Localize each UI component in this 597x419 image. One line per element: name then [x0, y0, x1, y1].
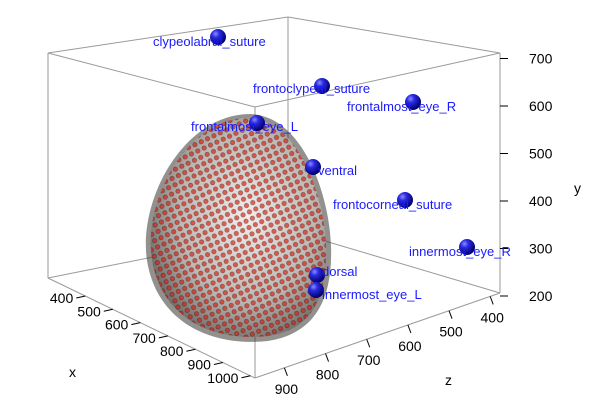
box-edge [287, 16, 501, 54]
landmark-label: clypeolabral_suture [153, 34, 266, 49]
landmark: dorsal [309, 264, 358, 283]
landmark-label: ventral [318, 163, 357, 178]
landmark: frontalmost_eye_L [191, 115, 298, 134]
y-tick-label: 700 [529, 51, 553, 67]
z-axis-title: z [445, 372, 452, 388]
z-tick [489, 296, 494, 305]
box-edge [47, 52, 256, 108]
landmark-label: dorsal [322, 264, 358, 279]
z-tick-label: 600 [398, 338, 422, 354]
x-axis-title: x [69, 364, 76, 380]
x-tick [103, 308, 113, 312]
x-tick-label: 900 [188, 357, 212, 373]
landmark-point [308, 282, 324, 298]
landmark: frontalmost_eye_R [347, 94, 456, 114]
box-edge [254, 52, 501, 108]
x-tick-label: 500 [77, 303, 101, 319]
z-tick [448, 310, 453, 319]
z-tick-label: 700 [357, 352, 381, 368]
x-tick-label: 800 [160, 343, 184, 359]
landmark-label: frontocorneal_suture [333, 197, 452, 212]
landmark-point [459, 239, 475, 255]
tick-labels: 4005006007008009001000200300400500600700… [50, 51, 553, 397]
tick-marks [76, 58, 508, 379]
x-tick-label: 700 [132, 330, 156, 346]
y-axis-title: y [574, 180, 581, 196]
box-edge [47, 277, 256, 379]
landmark-point [309, 267, 325, 283]
box-edge [47, 16, 289, 54]
y-tick-label: 400 [529, 193, 553, 209]
landmark-point [210, 29, 226, 45]
landmark: innermost_eye_L [308, 282, 422, 302]
landmark-label: frontalmost_eye_R [347, 99, 456, 114]
z-tick-label: 500 [439, 324, 463, 340]
landmark-point [249, 115, 265, 131]
y-tick-label: 500 [529, 146, 553, 162]
landmark-point [397, 192, 413, 208]
z-tick [407, 324, 412, 334]
z-tick-label: 400 [481, 309, 505, 325]
landmark-point [314, 78, 330, 94]
z-tick-label: 800 [316, 367, 340, 383]
x-tick [131, 322, 141, 326]
y-tick-label: 300 [529, 241, 553, 257]
z-tick [283, 367, 288, 376]
landmark-label: innermost_eye_L [322, 287, 422, 302]
x-tick [158, 335, 168, 339]
x-tick [241, 375, 251, 379]
landmark: frontoclypeal_suture [253, 78, 370, 96]
z-tick-label: 900 [275, 381, 299, 397]
x-tick [76, 295, 86, 299]
z-tick [366, 339, 371, 348]
landmark-label: innermost_eye_R [409, 244, 511, 259]
z-tick [325, 353, 330, 362]
specimen-mesh [145, 114, 332, 342]
y-tick-label: 200 [529, 288, 553, 304]
landmark: innermost_eye_R [409, 239, 511, 259]
x-tick [213, 362, 224, 365]
mesh-shading [150, 118, 327, 337]
landmark-label: frontalmost_eye_L [191, 119, 298, 134]
landmarks: clypeolabral_suture frontoclypeal_suturef… [153, 29, 511, 302]
x-tick-label: 1000 [207, 370, 238, 386]
landmark-point [305, 159, 321, 175]
landmark: clypeolabral_suture [153, 29, 266, 49]
x-tick [186, 348, 196, 352]
box-edge [254, 292, 501, 379]
x-tick-label: 400 [50, 290, 74, 306]
landmark: frontocorneal_suture [333, 192, 452, 212]
y-tick-label: 600 [529, 98, 553, 114]
landmark: ventral [305, 159, 357, 178]
x-tick-label: 600 [105, 317, 129, 333]
landmark-label: frontoclypeal_suture [253, 81, 370, 96]
landmark-point [405, 94, 421, 110]
